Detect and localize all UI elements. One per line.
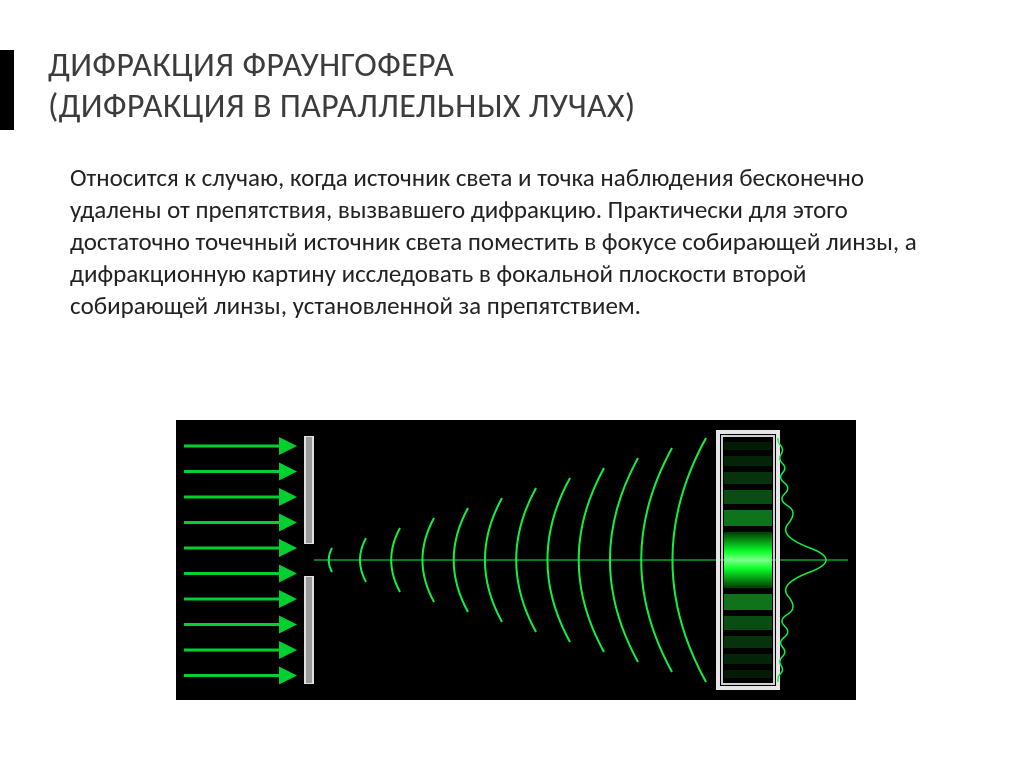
diffraction-diagram xyxy=(176,420,856,700)
diagram-svg xyxy=(176,420,856,700)
title-line-2: (ДИФРАКЦИЯ В ПАРАЛЛЕЛЬНЫХ ЛУЧАХ) xyxy=(48,86,635,127)
body-paragraph: Относится к случаю, когда источник света… xyxy=(70,162,950,322)
accent-bar xyxy=(0,50,14,130)
page-title: ДИФРАКЦИЯ ФРАУНГОФЕРА (ДИФРАКЦИЯ В ПАРАЛ… xyxy=(48,46,968,128)
title-line-1: ДИФРАКЦИЯ ФРАУНГОФЕРА xyxy=(48,45,454,86)
